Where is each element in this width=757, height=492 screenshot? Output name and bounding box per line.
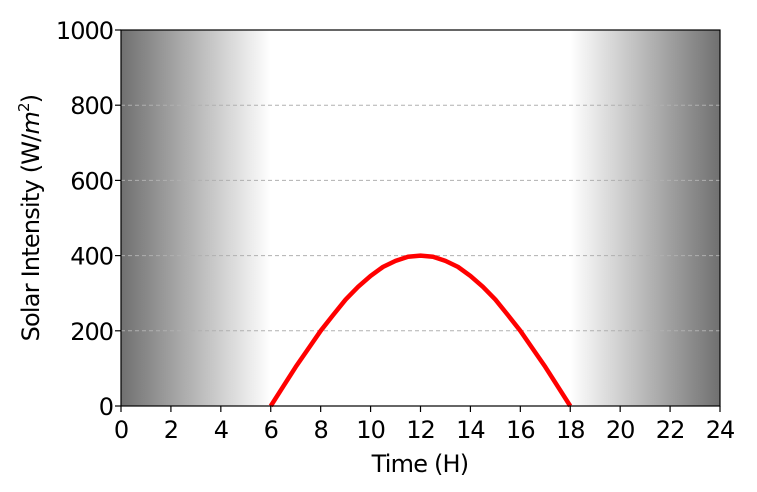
series-line [268,253,573,408]
y-axis-label-close: ) [17,95,45,104]
x-tick-label: 10 [356,416,385,444]
x-tick-label: 8 [314,416,328,444]
x-tick-label: 24 [706,416,735,444]
x-tick-label: 4 [214,416,228,444]
x-tick-label: 0 [114,416,128,444]
x-tick-label: 2 [164,416,178,444]
x-tick-label: 16 [506,416,535,444]
y-axis-label-unit: m [17,112,45,135]
y-tick-labels: 0 200 400 600 800 1000 [56,17,114,421]
y-axis-label-exponent: 2 [15,103,33,112]
x-tick-labels: 0 2 4 6 8 10 12 14 16 18 20 22 24 [114,416,735,444]
grid-lines [121,104,720,332]
y-tick-label: 600 [70,167,113,195]
plot-background [121,30,720,406]
x-tick-label: 18 [556,416,585,444]
y-axis-label: Solar Intensity (W/m2) [15,95,45,342]
x-tick-label: 22 [656,416,685,444]
x-tick-label: 12 [406,416,435,444]
y-tick-label: 1000 [56,17,113,45]
x-axis-label: Time (H) [371,450,469,478]
series-layer [268,253,573,408]
y-axis-label-main: Solar Intensity (W/ [17,133,45,342]
y-tick-label: 800 [70,92,113,120]
x-tick-label: 20 [606,416,635,444]
y-tick-label: 200 [70,318,113,346]
y-tick-label: 0 [99,393,113,421]
tick-marks [115,29,721,412]
x-tick-label: 14 [456,416,485,444]
x-tick-label: 6 [264,416,278,444]
y-tick-label: 400 [70,243,113,271]
